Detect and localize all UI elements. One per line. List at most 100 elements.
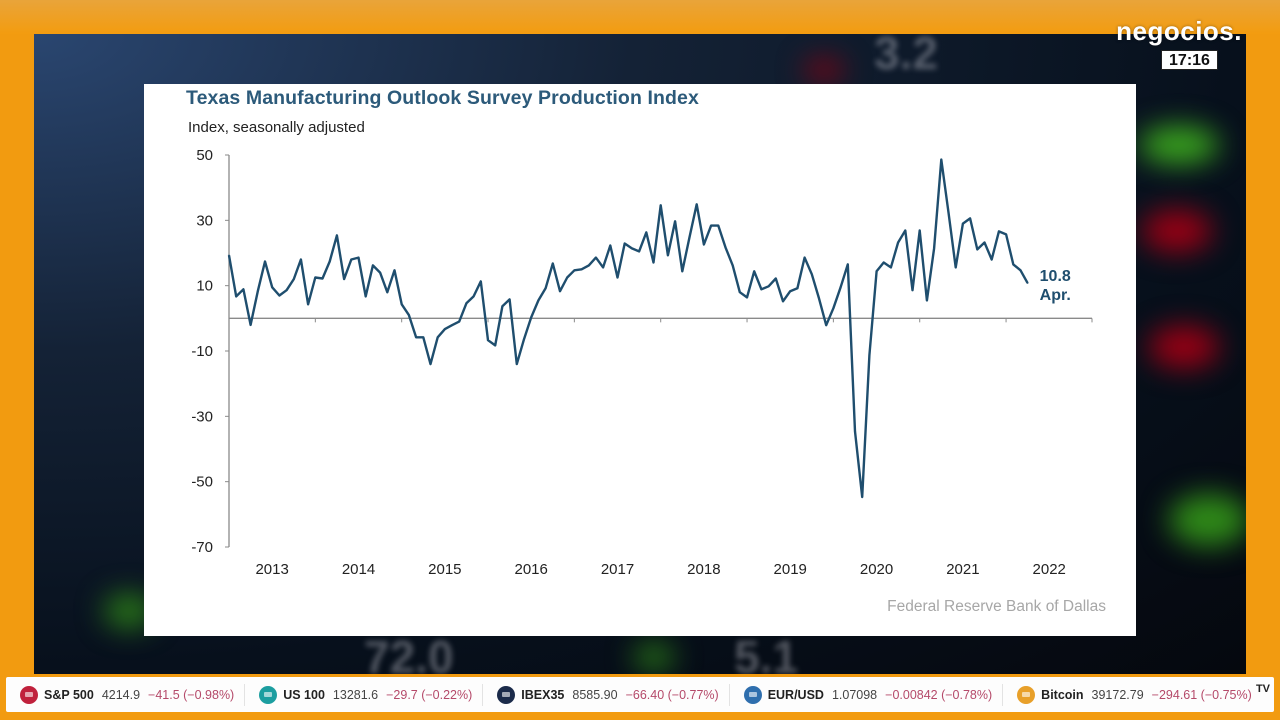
x-tick-label: 2015 [428,561,461,578]
blurred-number-decoration: 72.0 [364,631,454,674]
x-tick-label: 2014 [342,561,375,578]
x-tick-label: 2016 [515,561,548,578]
data-point [954,266,957,269]
data-point [681,270,684,273]
data-point [292,278,295,280]
data-point [350,258,353,261]
data-point [789,290,792,293]
data-point [242,288,245,291]
data-point [328,260,331,263]
data-point [551,262,554,265]
data-point [638,250,640,253]
x-tick-label: 2018 [687,561,720,578]
y-tick-label: -70 [191,539,213,556]
data-point [249,324,252,326]
x-axis: 2013 2014 2015 2016 2017 2018 2019 2020 2021 2022 [229,317,1093,578]
data-point [782,300,784,303]
data-point [566,276,568,279]
data-point [1026,282,1029,284]
data-point [753,270,756,273]
red-arrow-decoration [1149,326,1219,368]
data-point [609,244,612,247]
data-point [810,273,813,276]
ticker-change: −41.5 (−0.98%) [148,687,235,702]
x-tick-label: 2019 [774,561,807,578]
data-point [746,296,748,299]
blurred-number-decoration: 3.2 [874,34,938,79]
y-tick-label: -30 [191,408,213,425]
data-point [998,230,1000,233]
data-point [436,336,439,339]
ticker-name: US 100 [283,687,325,702]
ticker-change: −0.00842 (−0.78%) [885,687,993,702]
data-point [357,256,360,259]
data-point [688,236,691,239]
ticker-item[interactable]: Bitcoin 39172.79 −294.61 (−0.75%) [1003,684,1262,706]
data-point [947,211,950,214]
ticker-item[interactable]: EUR/USD 1.07098 −0.00842 (−0.78%) [730,683,1004,706]
data-point [285,289,288,292]
broadcast-clock: 17:16 [1161,50,1218,70]
data-point [580,268,583,271]
data-point [767,285,770,288]
data-point [386,291,389,293]
data-point [307,303,309,306]
data-point [875,270,878,273]
ticker-price: 4214.9 [101,687,141,702]
data-point [918,229,921,232]
ticker-item[interactable]: US 100 13281.6 −29.7 (−0.22%) [245,683,484,706]
data-point [652,261,655,264]
data-point [444,328,446,330]
data-point [372,264,374,267]
data-point [408,314,410,316]
data-point [890,266,892,269]
data-point [717,224,720,227]
ticker-change: −66.40 (−0.77%) [625,687,719,702]
data-point [990,258,993,261]
data-point [623,242,626,245]
ticker-item[interactable]: IBEX35 8585.90 −66.40 (−0.77%) [483,683,730,706]
y-tick-label: -10 [191,343,213,360]
data-point [904,229,907,232]
data-point [314,276,317,279]
ticker-item[interactable]: S&P 500 4214.9 −41.5 (−0.98%) [6,683,246,706]
data-point [631,247,633,250]
ticker-price: 8585.90 [572,687,618,702]
data-point [854,430,856,433]
data-point [494,344,497,347]
data-point [703,243,705,246]
ibex35-icon [497,685,516,704]
data-point [451,324,453,326]
market-ticker: S&P 500 4214.9 −41.5 (−0.98%) US 100 13281.6… [6,677,1274,712]
data-point [839,286,842,289]
broadcast-frame-top [0,0,1280,34]
data-point [400,303,403,306]
annotation-label: Apr. [1040,287,1071,304]
data-point [667,254,669,257]
x-tick-label: 2017 [601,561,634,578]
y-tick-label: 50 [196,147,213,164]
data-point [897,241,899,244]
data-point [659,204,662,207]
data-point [882,261,885,264]
red-arrow-decoration [1142,210,1212,252]
blurred-number-decoration: 5.1 [734,631,798,674]
data-point [544,287,547,290]
ticker-name: Bitcoin [1041,687,1084,702]
data-point [228,254,230,257]
x-tick-label: 2021 [946,561,979,578]
x-tick-label: 2020 [860,561,893,578]
data-point [523,338,525,341]
y-tick-label: 10 [196,278,213,295]
x-tick-label: 2022 [1033,561,1066,578]
data-point [602,266,604,269]
data-point [422,336,425,339]
data-point [537,299,540,302]
data-point [480,280,482,283]
data-point [933,247,935,250]
y-tick-label: 30 [196,212,213,229]
data-point [343,278,345,280]
data-point [256,290,259,293]
data-point [559,290,561,293]
data-point [825,324,827,326]
